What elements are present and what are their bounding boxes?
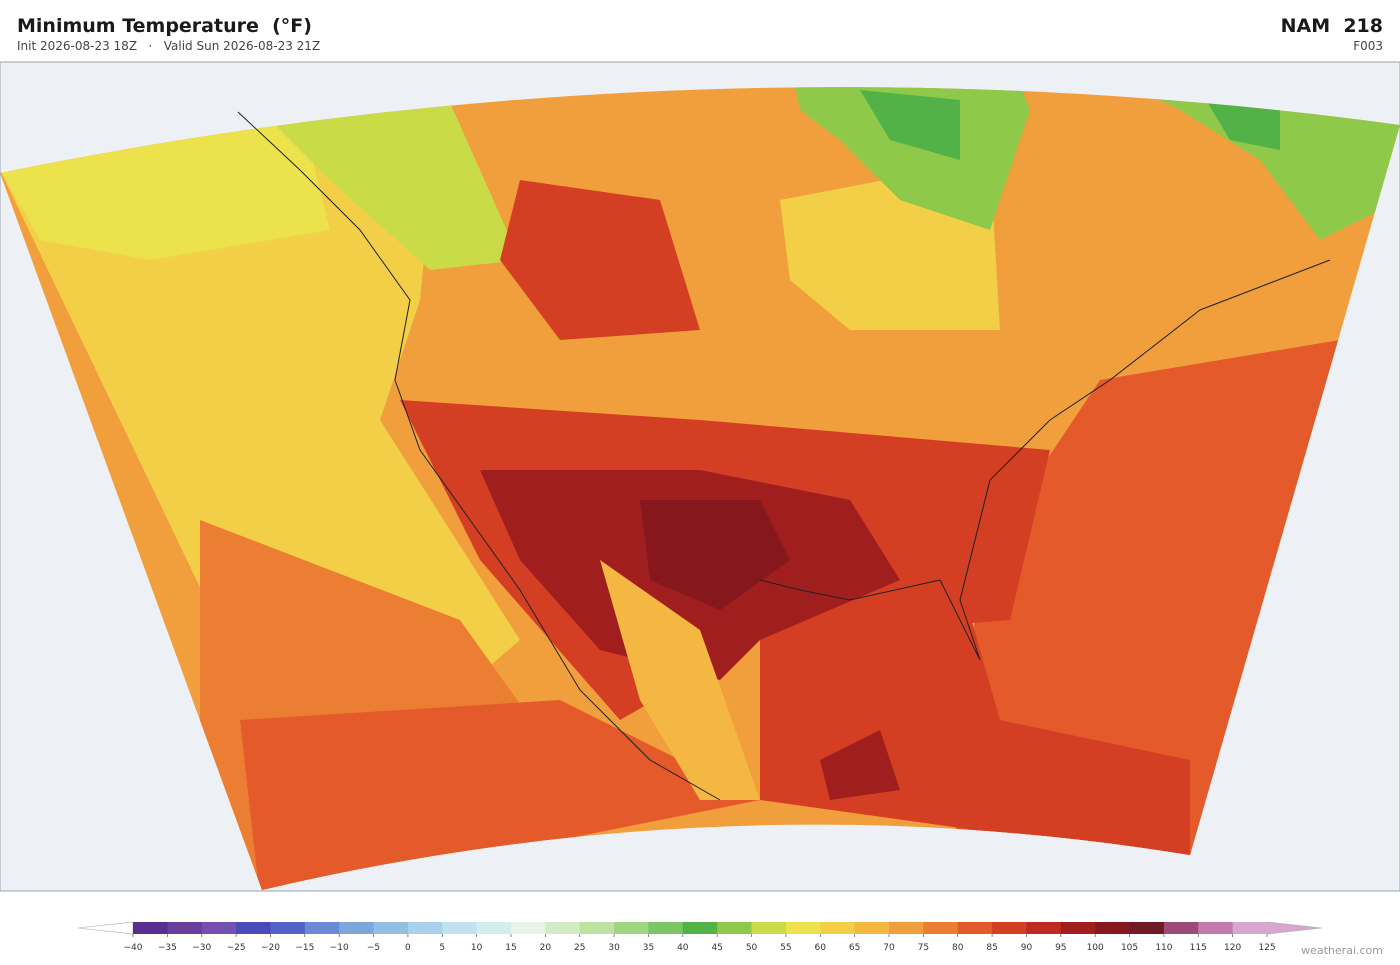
colorbar-segment — [1095, 922, 1131, 934]
colorbar-segment — [1129, 922, 1165, 934]
colorbar-tick-label: 60 — [815, 943, 827, 953]
colorbar-segment — [1163, 922, 1199, 934]
colorbar-tick-label: 25 — [574, 943, 585, 953]
colorbar-tick-label: −5 — [367, 943, 380, 953]
model-name: NAM 218 — [1280, 15, 1383, 37]
colorbar-segment — [373, 922, 409, 934]
colorbar-segment — [854, 922, 890, 934]
colorbar-segment — [923, 922, 959, 934]
coastline — [237, 111, 1331, 801]
colorbar-tick-label: −20 — [261, 943, 280, 953]
colorbar-tick-label: 15 — [505, 943, 516, 953]
colorbar-tick-label: 65 — [849, 943, 860, 953]
colorbar-segment — [1232, 922, 1268, 934]
colorbar-segment — [614, 922, 649, 934]
colorbar-tick-label: 10 — [471, 943, 483, 953]
colorbar-tick-label: 120 — [1224, 943, 1241, 953]
colorbar: −40 −35 −30 −25 −20 −15 −10 −5 0 5 10 15 20 25 30 35 40 4… — [77, 921, 1323, 953]
colorbar-tick-label: 115 — [1190, 943, 1207, 953]
colorbar-segment — [339, 922, 375, 934]
colorbar-tick-label: 45 — [711, 943, 722, 953]
colorbar-segment — [751, 922, 787, 934]
subtitle: Init 2026-08-23 18Z · Valid Sun 2026-08-… — [17, 39, 321, 53]
colorbar-segment — [682, 922, 718, 934]
colorbar-tick-label: 20 — [540, 943, 552, 953]
colorbar-segment — [579, 922, 615, 934]
colorbar-tick-label: 70 — [883, 943, 895, 953]
colorbar-segment — [1198, 922, 1234, 934]
colorbar-tick-label: 35 — [643, 943, 654, 953]
colorbar-segment — [167, 922, 203, 934]
colorbar-tick-label: 55 — [780, 943, 791, 953]
colorbar-tick-label: 0 — [405, 943, 411, 953]
colorbar-tick-label: −25 — [227, 943, 246, 953]
forecast-hour: F003 — [1353, 39, 1383, 53]
colorbar-tick-label: 75 — [918, 943, 929, 953]
colorbar-segment — [545, 922, 581, 934]
colorbar-segment — [304, 922, 340, 934]
colorbar-segment — [957, 922, 993, 934]
colorbar-segment — [648, 922, 684, 934]
colorbar-segment — [201, 922, 237, 934]
colorbar-segment — [236, 922, 271, 934]
colorbar-tick-label: 30 — [608, 943, 620, 953]
colorbar-tick-label: 110 — [1155, 943, 1172, 953]
colorbar-segment — [270, 922, 306, 934]
colorbar-tick-label: −35 — [158, 943, 177, 953]
colorbar-segment — [717, 922, 753, 934]
colorbar-segment — [442, 922, 478, 934]
colorbar-segment — [511, 922, 546, 934]
colorbar-tick-label: 95 — [1055, 943, 1066, 953]
colorbar-tick-label: 90 — [1021, 943, 1033, 953]
colorbar-segment — [407, 922, 443, 934]
colorbar-tick-label: −15 — [295, 943, 314, 953]
colorbar-segment — [1026, 922, 1062, 934]
colorbar-tick-label: 40 — [677, 943, 689, 953]
colorbar-segment — [785, 922, 821, 934]
temperature-field — [0, 87, 1400, 890]
colorbar-tick-label: 105 — [1121, 943, 1138, 953]
colorbar-tick-label: 80 — [952, 943, 964, 953]
colorbar-tick-label: 50 — [746, 943, 758, 953]
colorbar-over — [1266, 921, 1323, 935]
colorbar-tick-label: −40 — [124, 943, 143, 953]
colorbar-segment — [476, 922, 512, 934]
colorbar-tick-label: −10 — [330, 943, 349, 953]
colorbar-segment — [889, 922, 924, 934]
colorbar-tick-label: 85 — [986, 943, 997, 953]
colorbar-under — [77, 921, 134, 935]
colorbar-segment — [1060, 922, 1096, 934]
colorbar-segment — [992, 922, 1027, 934]
colorbar-tick-label: 100 — [1087, 943, 1104, 953]
colorbar-tick-label: −30 — [192, 943, 211, 953]
title: Minimum Temperature (°F) — [17, 15, 312, 37]
colorbar-segment — [133, 922, 168, 934]
colorbar-segment — [820, 922, 856, 934]
colorbar-tick-label: 125 — [1258, 943, 1275, 953]
colorbar-tick-label: 5 — [439, 943, 445, 953]
